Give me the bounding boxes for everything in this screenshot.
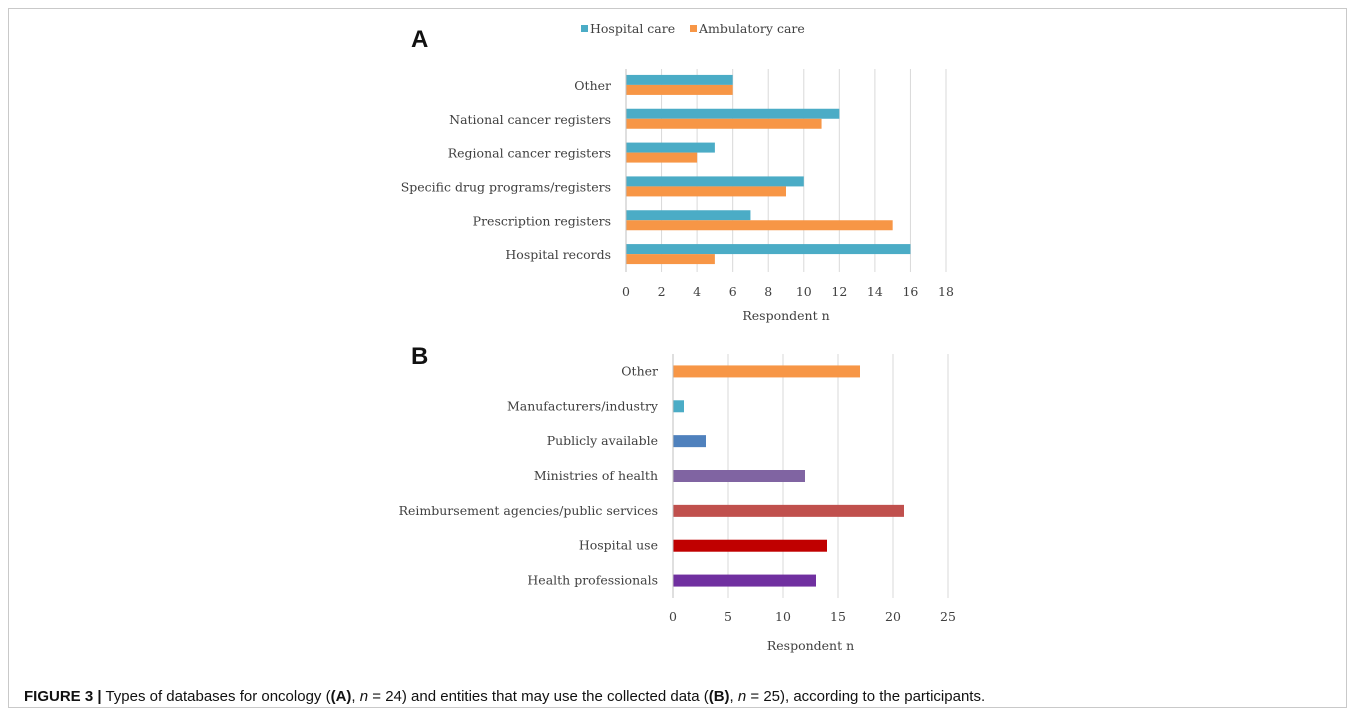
- caption-n-b: n: [738, 688, 746, 705]
- x-tick-label-A-6: 12: [831, 284, 847, 299]
- legend-label-0: Hospital care: [590, 21, 675, 36]
- bar-B-0: [673, 365, 860, 377]
- legend-swatch-0: [581, 25, 588, 32]
- x-tick-label-A-9: 18: [938, 284, 954, 299]
- category-label-B-2: Publicly available: [547, 433, 658, 448]
- category-label-A-5: Hospital records: [505, 247, 611, 262]
- legend-label-1: Ambulatory care: [698, 21, 805, 36]
- bar-A-5-1: [626, 254, 715, 264]
- category-label-B-1: Manufacturers/industry: [507, 398, 659, 413]
- bar-B-4: [673, 505, 904, 517]
- category-label-B-4: Reimbursement agencies/public services: [399, 503, 658, 518]
- category-label-A-3: Specific drug programs/registers: [401, 179, 611, 194]
- category-label-A-0: Other: [574, 78, 611, 93]
- category-label-B-3: Ministries of health: [534, 468, 658, 483]
- category-label-B-6: Health professionals: [527, 573, 658, 588]
- caption-panel-b: (B): [709, 688, 730, 705]
- bar-A-3-1: [626, 186, 786, 196]
- bar-A-1-0: [626, 109, 839, 119]
- category-label-A-1: National cancer registers: [449, 112, 611, 127]
- caption-n-a: n: [360, 688, 368, 705]
- x-tick-label-A-4: 8: [764, 284, 772, 299]
- bar-A-2-1: [626, 153, 697, 163]
- bar-B-5: [673, 540, 827, 552]
- x-tick-label-B-5: 25: [940, 609, 956, 624]
- bar-B-2: [673, 435, 706, 447]
- category-label-A-2: Regional cancer registers: [448, 146, 611, 161]
- x-tick-label-A-2: 4: [693, 284, 701, 299]
- panel-label-B: B: [411, 343, 428, 370]
- x-tick-label-B-1: 5: [724, 609, 732, 624]
- x-axis-title-B: Respondent n: [767, 638, 854, 653]
- caption-figure-label: FIGURE 3 |: [24, 688, 102, 705]
- x-tick-label-A-5: 10: [796, 284, 812, 299]
- category-label-A-4: Prescription registers: [473, 213, 611, 228]
- x-tick-label-A-0: 0: [622, 284, 630, 299]
- caption-text-4: ,: [730, 688, 738, 705]
- x-tick-label-B-3: 15: [830, 609, 846, 624]
- category-label-B-0: Other: [621, 363, 658, 378]
- bar-B-1: [673, 400, 684, 412]
- legend-swatch-1: [690, 25, 697, 32]
- x-tick-label-A-3: 6: [729, 284, 737, 299]
- bar-A-0-1: [626, 85, 733, 95]
- caption-text-3: = 24) and entities that may use the coll…: [368, 688, 709, 705]
- x-tick-label-A-7: 14: [867, 284, 883, 299]
- figure-caption: FIGURE 3 | Types of databases for oncolo…: [24, 688, 985, 705]
- bar-B-6: [673, 575, 816, 587]
- x-axis-title-A: Respondent n: [742, 308, 829, 323]
- caption-text-5: = 25), according to the participants.: [746, 688, 985, 705]
- bar-A-2-0: [626, 143, 715, 153]
- caption-text-1: Types of databases for oncology (: [102, 688, 331, 705]
- x-tick-label-A-1: 2: [658, 284, 666, 299]
- x-tick-label-B-2: 10: [775, 609, 791, 624]
- x-tick-label-A-8: 16: [902, 284, 918, 299]
- x-tick-label-B-0: 0: [669, 609, 677, 624]
- category-label-B-5: Hospital use: [579, 538, 658, 553]
- bar-A-4-0: [626, 210, 750, 220]
- bar-A-0-0: [626, 75, 733, 85]
- bar-A-3-0: [626, 176, 804, 186]
- caption-text-2: ,: [351, 688, 359, 705]
- x-tick-label-B-4: 20: [885, 609, 901, 624]
- panel-label-A: A: [411, 26, 428, 53]
- bar-A-1-1: [626, 119, 822, 129]
- bar-A-4-1: [626, 220, 893, 230]
- caption-panel-a: (A): [331, 688, 352, 705]
- bar-A-5-0: [626, 244, 910, 254]
- bar-B-3: [673, 470, 805, 482]
